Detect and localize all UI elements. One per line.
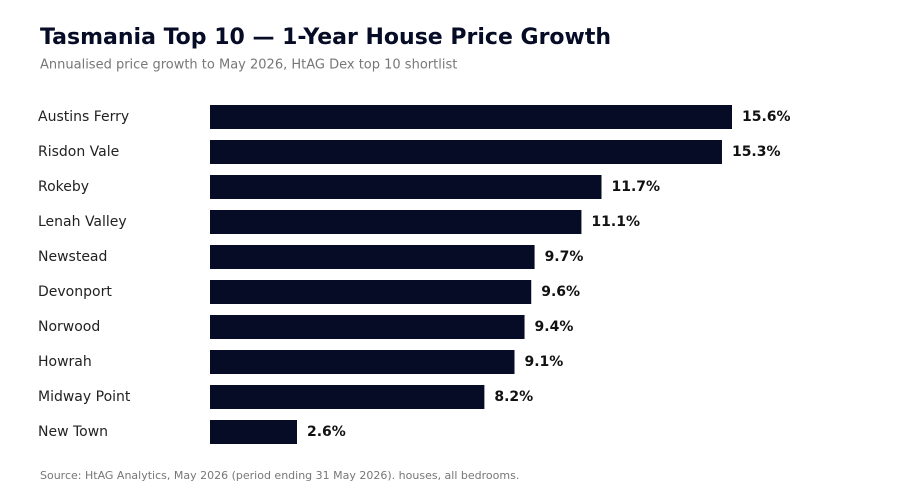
value-label: 9.1% bbox=[525, 354, 564, 370]
bar bbox=[210, 210, 582, 234]
category-label: Newstead bbox=[38, 249, 107, 265]
value-label: 11.1% bbox=[591, 214, 640, 230]
value-label: 15.6% bbox=[742, 109, 791, 125]
bar bbox=[210, 315, 525, 339]
chart-subtitle: Annualised price growth to May 2026, HtA… bbox=[40, 58, 457, 73]
category-label: Norwood bbox=[38, 319, 100, 335]
value-label: 11.7% bbox=[612, 179, 661, 195]
value-label: 9.7% bbox=[545, 249, 584, 265]
bar bbox=[210, 245, 535, 269]
category-label: Midway Point bbox=[38, 389, 131, 405]
value-label: 2.6% bbox=[307, 424, 346, 440]
chart-title: Tasmania Top 10 — 1-Year House Price Gro… bbox=[40, 25, 611, 50]
value-label: 9.6% bbox=[541, 284, 580, 300]
bar bbox=[210, 280, 532, 304]
bar bbox=[210, 105, 732, 129]
category-label: Austins Ferry bbox=[38, 109, 129, 125]
bar bbox=[210, 350, 515, 374]
category-label: Devonport bbox=[38, 284, 112, 300]
value-label: 8.2% bbox=[494, 389, 533, 405]
category-label: Rokeby bbox=[38, 179, 89, 195]
category-label: Howrah bbox=[38, 354, 92, 370]
value-label: 9.4% bbox=[535, 319, 574, 335]
value-label: 15.3% bbox=[732, 144, 781, 160]
bar bbox=[210, 385, 485, 409]
category-label: Risdon Vale bbox=[38, 144, 119, 160]
category-label: Lenah Valley bbox=[38, 214, 127, 230]
bar bbox=[210, 140, 722, 164]
bar bbox=[210, 420, 297, 444]
source-note: Source: HtAG Analytics, May 2026 (period… bbox=[40, 469, 519, 482]
bar bbox=[210, 175, 602, 199]
category-label: New Town bbox=[38, 424, 108, 440]
